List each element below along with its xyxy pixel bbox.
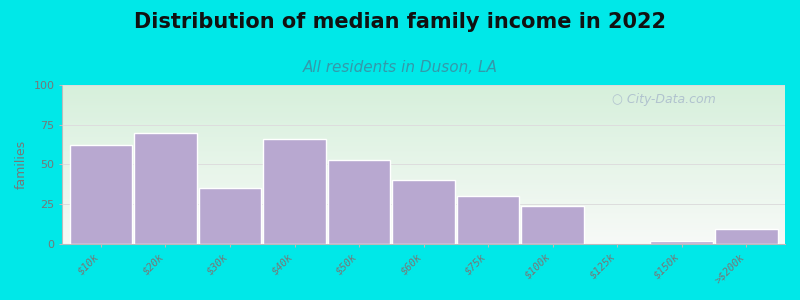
Bar — [198, 188, 262, 244]
Bar — [392, 180, 455, 244]
Text: Distribution of median family income in 2022: Distribution of median family income in … — [134, 12, 666, 32]
Bar — [650, 241, 713, 244]
Text: ○ City-Data.com: ○ City-Data.com — [611, 93, 715, 106]
Bar — [457, 196, 519, 244]
Bar — [522, 206, 584, 244]
Y-axis label: families: families — [15, 140, 28, 189]
Bar — [715, 230, 778, 244]
Text: All residents in Duson, LA: All residents in Duson, LA — [302, 60, 498, 75]
Bar — [328, 160, 390, 244]
Bar — [70, 145, 132, 244]
Bar — [134, 133, 197, 244]
Bar — [263, 139, 326, 244]
